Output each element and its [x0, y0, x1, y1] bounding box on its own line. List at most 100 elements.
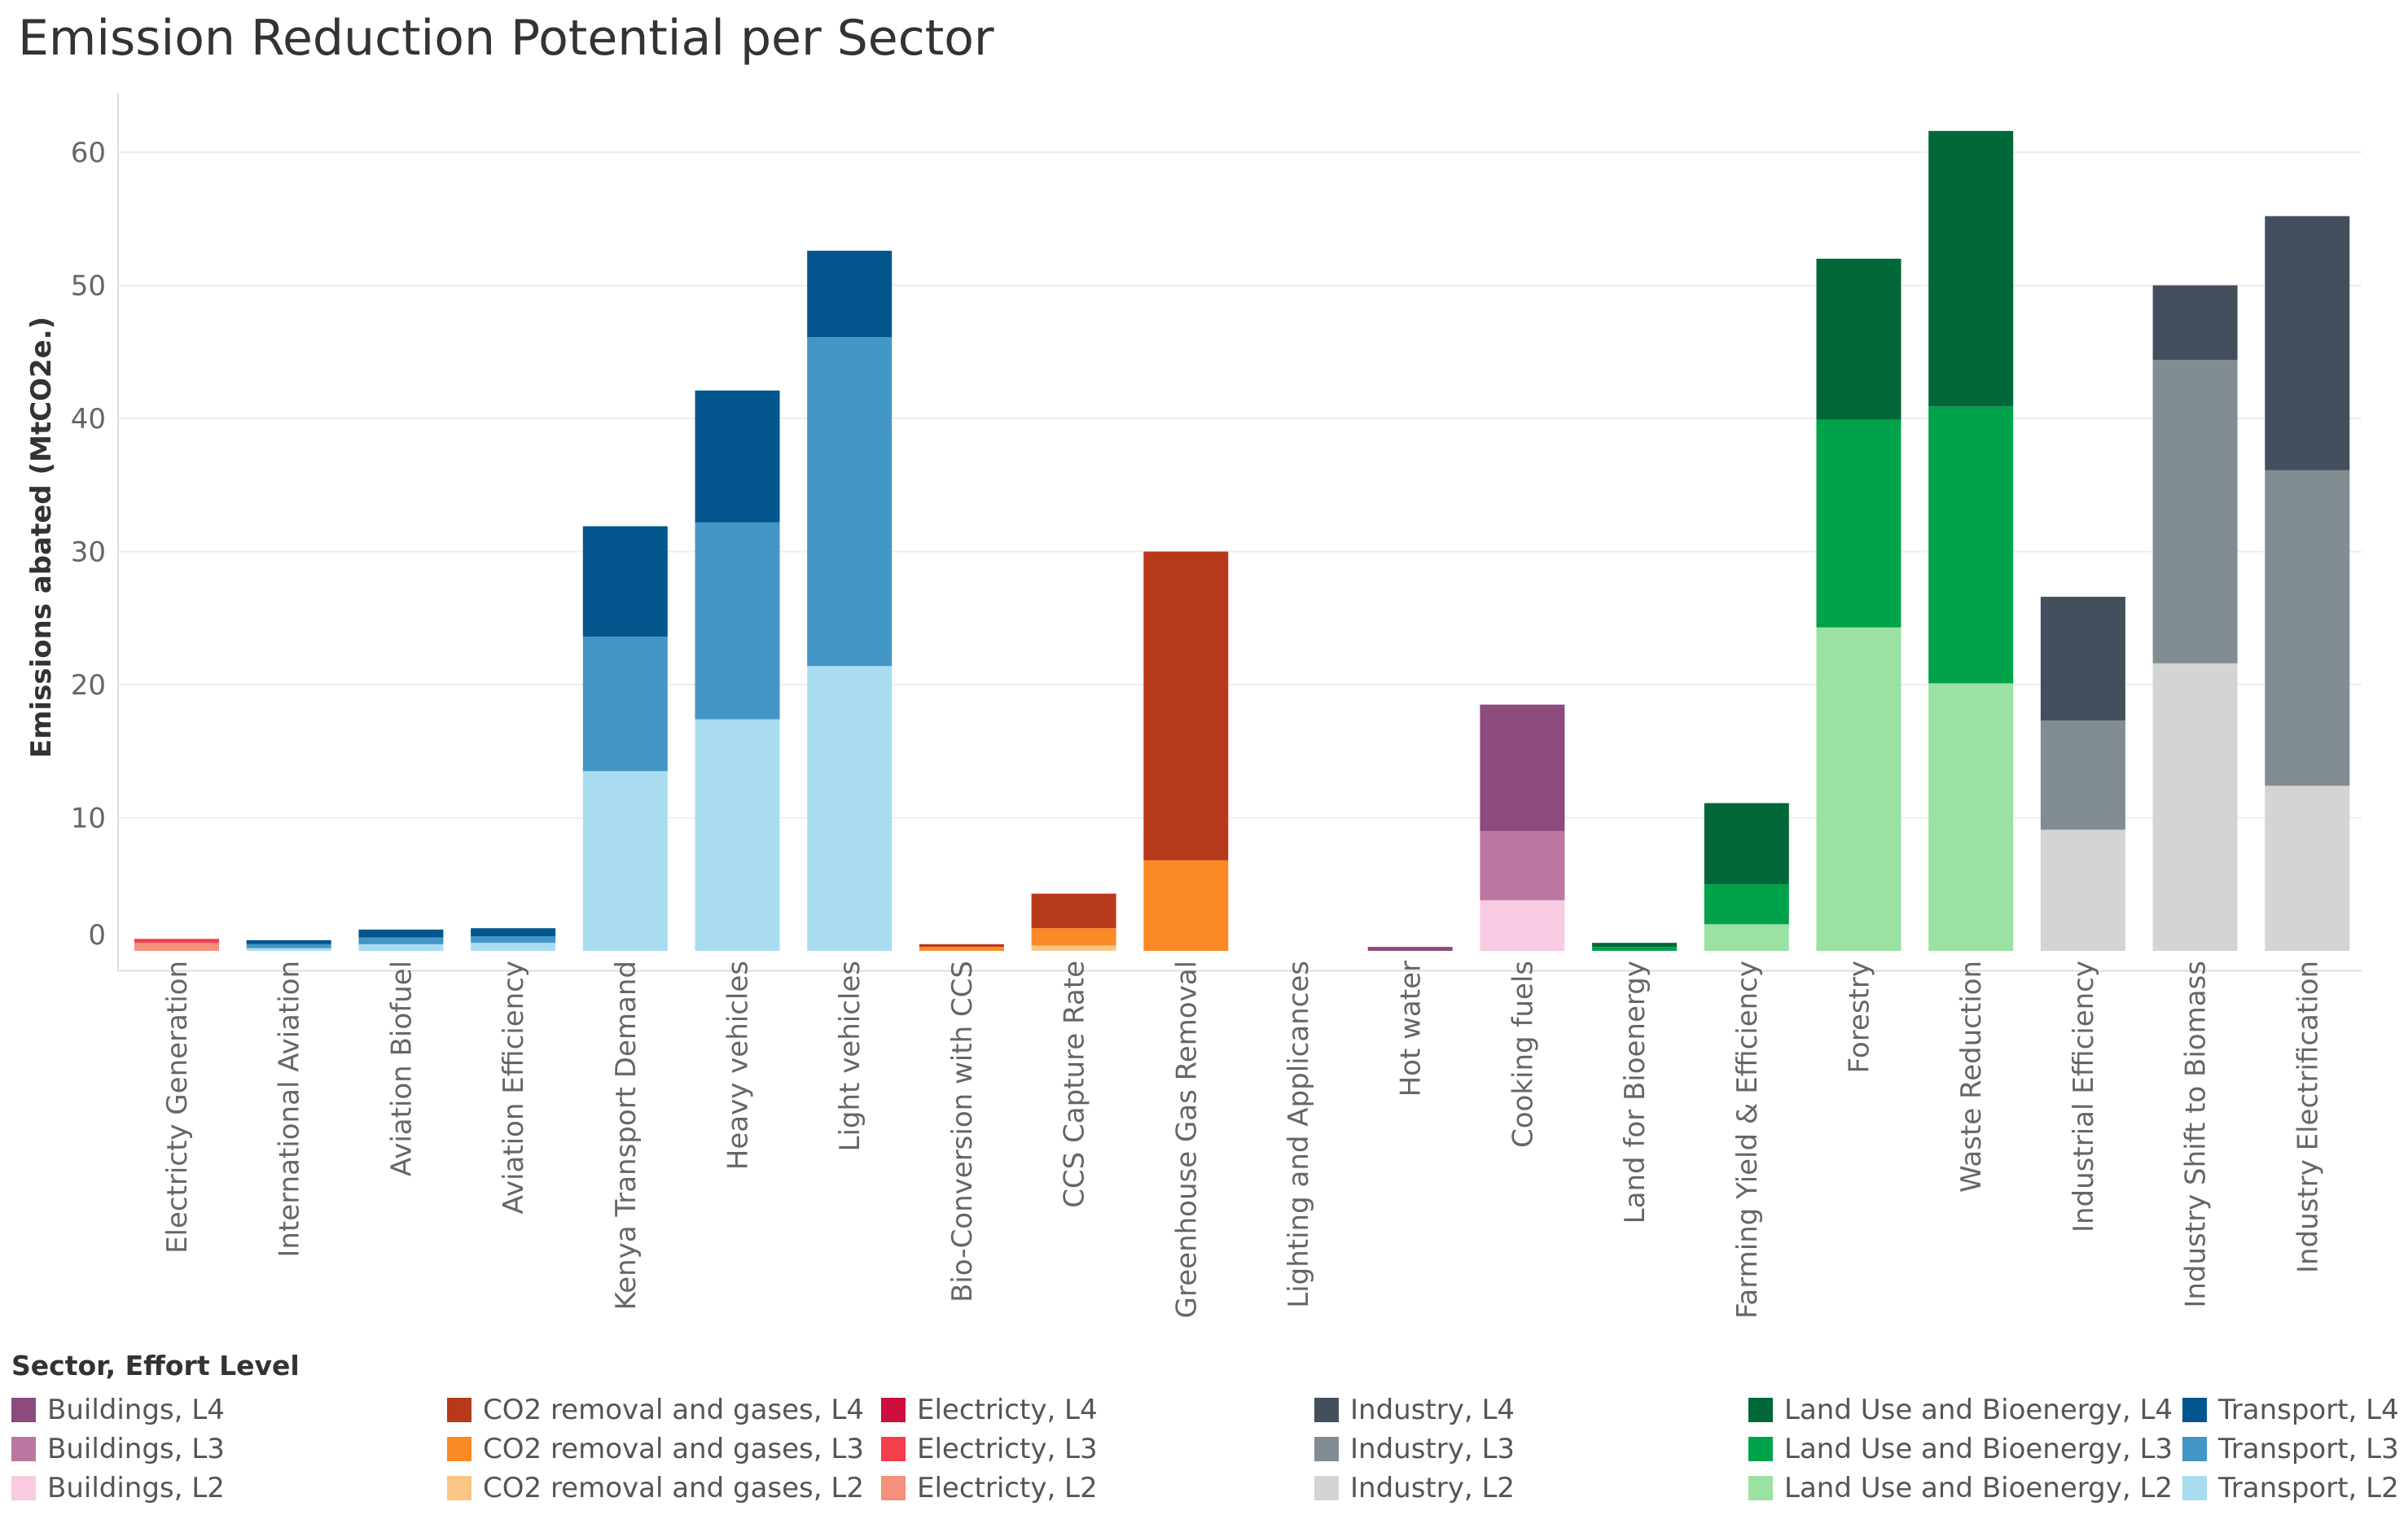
legend-swatch [1314, 1398, 1339, 1422]
legend-item[interactable]: Land Use and Bioenergy, L2 [1748, 1469, 2173, 1508]
bar-segment-transport-l2 [582, 771, 668, 951]
x-tick-label: Industry Electrification [2292, 961, 2324, 1273]
legend-item[interactable]: Electricty, L4 [881, 1390, 1098, 1430]
y-tick-label: 40 [71, 403, 106, 436]
y-tick-label: 0 [88, 919, 106, 952]
bar-segment-industry-l2 [2040, 830, 2125, 951]
legend-column: Land Use and Bioenergy, L4 Land Use and B… [1748, 1390, 2173, 1508]
legend-column: Industry, L4 Industry, L3 Industry, L2 [1314, 1390, 1515, 1508]
bar-segment-co2-removal-and-gases-l3 [919, 947, 1004, 951]
legend-label: Land Use and Bioenergy, L4 [1784, 1394, 2173, 1426]
legend-label: Buildings, L2 [47, 1472, 225, 1504]
legend-item[interactable]: Land Use and Bioenergy, L3 [1748, 1430, 2173, 1469]
legend-item[interactable]: CO2 removal and gases, L4 [447, 1390, 864, 1430]
legend-swatch [1748, 1437, 1773, 1461]
legend-label: Electricty, L3 [917, 1433, 1098, 1465]
legend-item[interactable]: Industry, L2 [1314, 1469, 1515, 1508]
legend-swatch [2182, 1437, 2207, 1461]
bar-segment-land-use-and-bioenergy-l3 [1928, 406, 2014, 684]
x-tick-label: Light vehicles [834, 961, 866, 1151]
x-tick-label: Heavy vehicles [722, 961, 755, 1170]
legend-label: Buildings, L4 [47, 1394, 225, 1426]
x-tick-label: Forestry [1844, 961, 1876, 1073]
legend: Sector, Effort Level Buildings, L4 Buildi… [11, 1350, 2399, 1513]
bar-segment-co2-removal-and-gases-l4 [1143, 551, 1229, 860]
legend-item[interactable]: Industry, L4 [1314, 1390, 1515, 1430]
legend-swatch [881, 1398, 906, 1422]
legend-label: Buildings, L3 [47, 1433, 225, 1465]
legend-item[interactable]: Electricty, L2 [881, 1469, 1098, 1508]
legend-column: Transport, L4 Transport, L3 Transport, L2 [2182, 1390, 2399, 1508]
bar-segment-co2-removal-and-gases-l2 [1031, 945, 1116, 951]
legend-label: Transport, L3 [2218, 1433, 2399, 1465]
legend-label: Industry, L2 [1350, 1472, 1515, 1504]
x-tick-label: Cooking fuels [1507, 961, 1539, 1148]
bar-segment-transport-l3 [695, 522, 780, 720]
x-tick-label: Waste Reduction [1955, 961, 1988, 1193]
legend-item[interactable]: Electricty, L3 [881, 1430, 1098, 1469]
legend-swatch [881, 1476, 906, 1500]
bar-segment-land-use-and-bioenergy-l3 [1816, 419, 1901, 628]
bar-segment-electricty-l3 [134, 939, 219, 944]
legend-item[interactable]: Land Use and Bioenergy, L4 [1748, 1390, 2173, 1430]
legend-label: Electricty, L4 [917, 1394, 1098, 1426]
x-tick-label: Bio-Conversion with CCS [946, 961, 979, 1303]
legend-item[interactable]: CO2 removal and gases, L3 [447, 1430, 864, 1469]
x-tick-label: Electricty Generation [161, 961, 194, 1254]
x-tick-label: Kenya Transport Demand [610, 961, 643, 1310]
y-tick-label: 60 [71, 137, 106, 169]
legend-item[interactable]: Buildings, L2 [11, 1469, 225, 1508]
bar-segment-industry-l4 [2040, 597, 2125, 721]
legend-title: Sector, Effort Level [11, 1350, 300, 1381]
bar-segment-buildings-l2 [1480, 900, 1565, 951]
bar-segment-land-use-and-bioenergy-l4 [1704, 803, 1789, 885]
bar-segment-buildings-l4 [1480, 704, 1565, 831]
bars [134, 130, 2350, 951]
bar-segment-transport-l3 [246, 944, 331, 948]
legend-item[interactable]: Transport, L2 [2182, 1469, 2399, 1508]
x-tick-label: Lighting and Applicances [1283, 961, 1315, 1308]
legend-label: Land Use and Bioenergy, L2 [1784, 1472, 2173, 1504]
bar-segment-transport-l4 [807, 250, 893, 338]
legend-label: CO2 removal and gases, L4 [483, 1394, 864, 1426]
legend-swatch [1314, 1437, 1339, 1461]
x-tick-label: Greenhouse Gas Removal [1170, 961, 1203, 1318]
legend-item[interactable]: Buildings, L4 [11, 1390, 225, 1430]
legend-item[interactable]: Industry, L3 [1314, 1430, 1515, 1469]
bar-segment-transport-l4 [695, 390, 780, 523]
gridlines [118, 151, 2362, 819]
legend-item[interactable]: Buildings, L3 [11, 1430, 225, 1469]
legend-item[interactable]: CO2 removal and gases, L2 [447, 1469, 864, 1508]
bar-segment-transport-l4 [471, 928, 556, 937]
legend-column: CO2 removal and gases, L4 CO2 removal and… [447, 1390, 864, 1508]
bar-segment-transport-l2 [471, 943, 556, 951]
legend-column: Buildings, L4 Buildings, L3 Buildings, L2 [11, 1390, 225, 1508]
bar-segment-industry-l4 [2152, 285, 2238, 361]
bar-segment-transport-l4 [246, 939, 331, 944]
legend-swatch [447, 1398, 472, 1422]
bar-segment-land-use-and-bioenergy-l4 [1592, 943, 1678, 948]
legend-item[interactable]: Transport, L3 [2182, 1430, 2399, 1469]
bar-segment-land-use-and-bioenergy-l4 [1928, 130, 2014, 407]
y-tick-label: 50 [71, 270, 106, 303]
legend-swatch [11, 1398, 36, 1422]
legend-item[interactable]: Transport, L4 [2182, 1390, 2399, 1430]
legend-swatch [1748, 1476, 1773, 1500]
bar-segment-transport-l3 [471, 936, 556, 944]
x-tick-label: Farming Yield & Efficiency [1731, 961, 1764, 1319]
chart-plot: 0 10 20 30 40 50 60 Electricty Generation Inter… [25, 94, 2362, 1319]
legend-swatch [1314, 1476, 1339, 1500]
y-axis-title: Emissions abated (MtCO2e.) [25, 317, 58, 758]
legend-swatch [11, 1476, 36, 1500]
y-tick-label: 20 [71, 669, 106, 702]
x-tick-label: Industry Shift to Biomass [2180, 961, 2213, 1308]
bar-segment-land-use-and-bioenergy-l2 [1928, 683, 2014, 951]
x-tick-label: Aviation Efficiency [498, 961, 530, 1214]
bar-segment-transport-l4 [358, 929, 444, 938]
bar-segment-co2-removal-and-gases-l4 [1031, 893, 1116, 929]
bar-segment-buildings-l4 [1367, 947, 1453, 951]
y-tick-label: 30 [71, 536, 106, 569]
x-tick-label: Land for Bioenergy [1619, 961, 1651, 1224]
y-tick-label: 10 [71, 803, 106, 835]
bar-segment-co2-removal-and-gases-l3 [1031, 928, 1116, 946]
